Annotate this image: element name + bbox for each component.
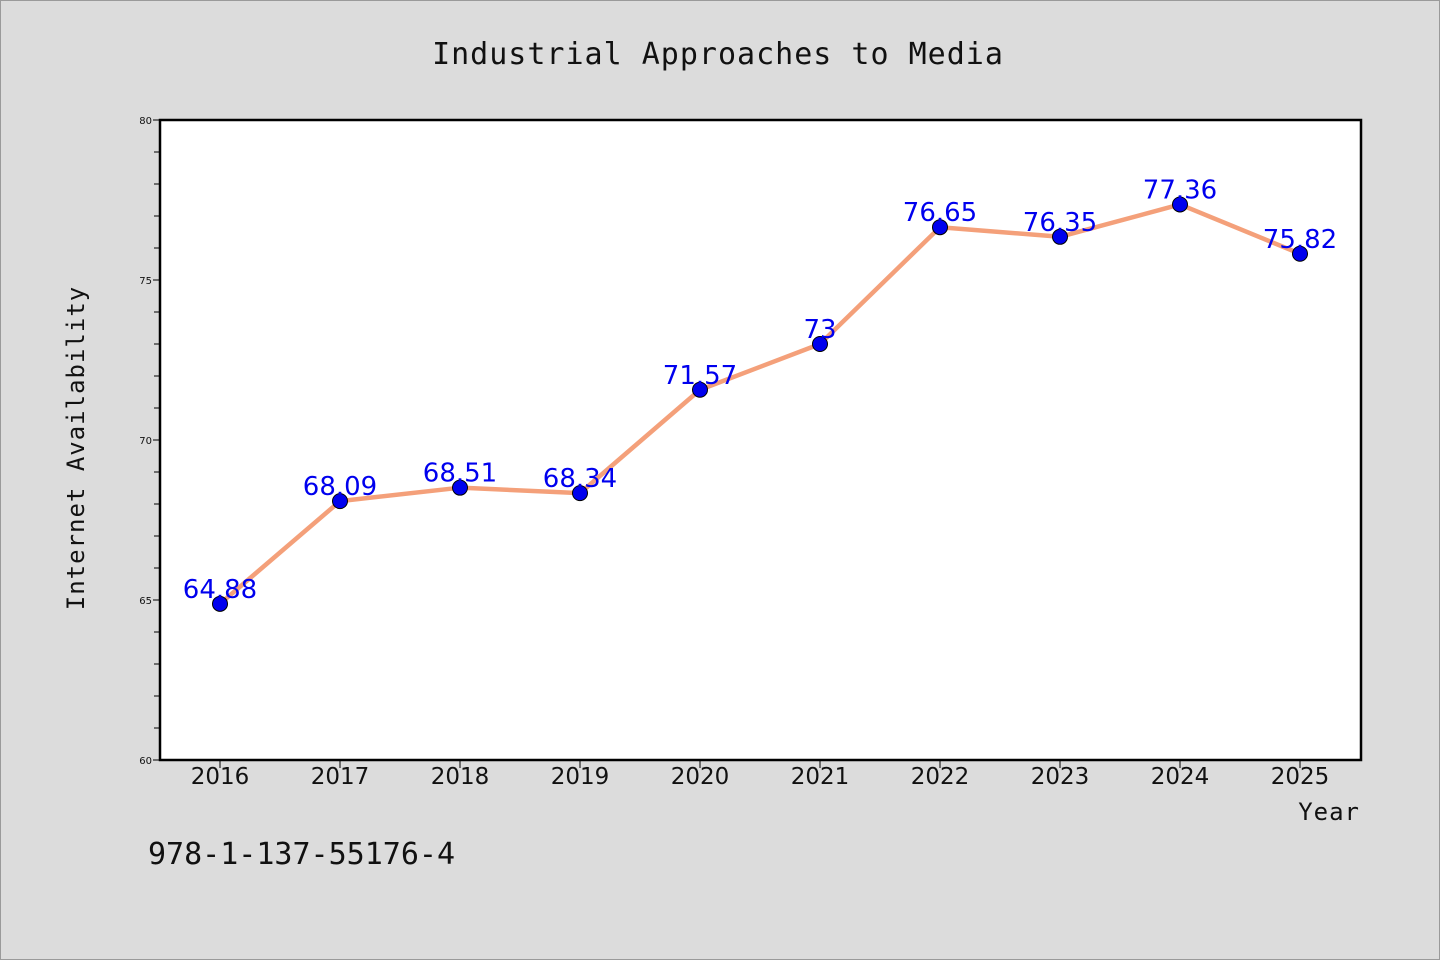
data-point — [932, 219, 948, 236]
data-label: 77.36 — [1143, 175, 1217, 205]
x-tick-label: 2019 — [551, 764, 610, 790]
data-label: 68.34 — [543, 464, 617, 494]
data-point — [1292, 245, 1308, 262]
data-label: 68.09 — [303, 472, 377, 502]
data-point — [452, 479, 468, 496]
x-tick-label: 2017 — [311, 764, 370, 790]
y-axis-label: Internet Availability — [62, 286, 90, 610]
x-tick-label: 2024 — [1151, 764, 1210, 790]
x-tick-label: 2025 — [1271, 764, 1330, 790]
y-tick-label: 75 — [139, 276, 152, 287]
y-axis: 60 65 70 75 80 — [139, 116, 160, 767]
x-tick-label: 2020 — [671, 764, 730, 790]
data-label: 73 — [803, 315, 836, 345]
y-tick-label: 60 — [139, 756, 152, 767]
data-point — [332, 493, 348, 510]
data-label: 76.65 — [903, 198, 977, 228]
data-label: 75.82 — [1263, 225, 1337, 255]
x-axis-label: Year — [1298, 798, 1360, 826]
data-point — [1172, 196, 1188, 213]
series-group: 64.88 68.09 68.51 68.34 71.57 73 76.65 76.35 77.… — [183, 175, 1337, 612]
data-point — [1052, 228, 1068, 245]
data-point — [572, 485, 588, 502]
x-tick-label: 2018 — [431, 764, 490, 790]
data-point — [212, 595, 228, 612]
data-point — [812, 336, 828, 352]
y-tick-label: 65 — [139, 596, 152, 607]
x-tick-label: 2022 — [911, 764, 970, 790]
x-tick-label: 2021 — [791, 764, 850, 790]
plot-area — [158, 118, 1363, 762]
x-tick-label: 2016 — [191, 764, 250, 790]
data-label: 71.57 — [663, 361, 737, 391]
y-tick-label: 80 — [139, 116, 152, 127]
data-point — [692, 381, 708, 398]
data-label: 64.88 — [183, 575, 257, 605]
x-axis: 2016 2017 2018 2019 2020 2021 2022 2023 2024 2025 — [191, 760, 1330, 790]
y-tick-label: 70 — [139, 436, 152, 447]
chart-title: Industrial Approaches to Media — [432, 37, 1004, 72]
data-label: 68.51 — [423, 459, 497, 489]
series-line — [218, 202, 1301, 606]
x-tick-label: 2023 — [1031, 764, 1090, 790]
data-label: 76.35 — [1023, 208, 1097, 238]
isbn-annotation: 978-1-137-55176-4 — [148, 837, 455, 872]
